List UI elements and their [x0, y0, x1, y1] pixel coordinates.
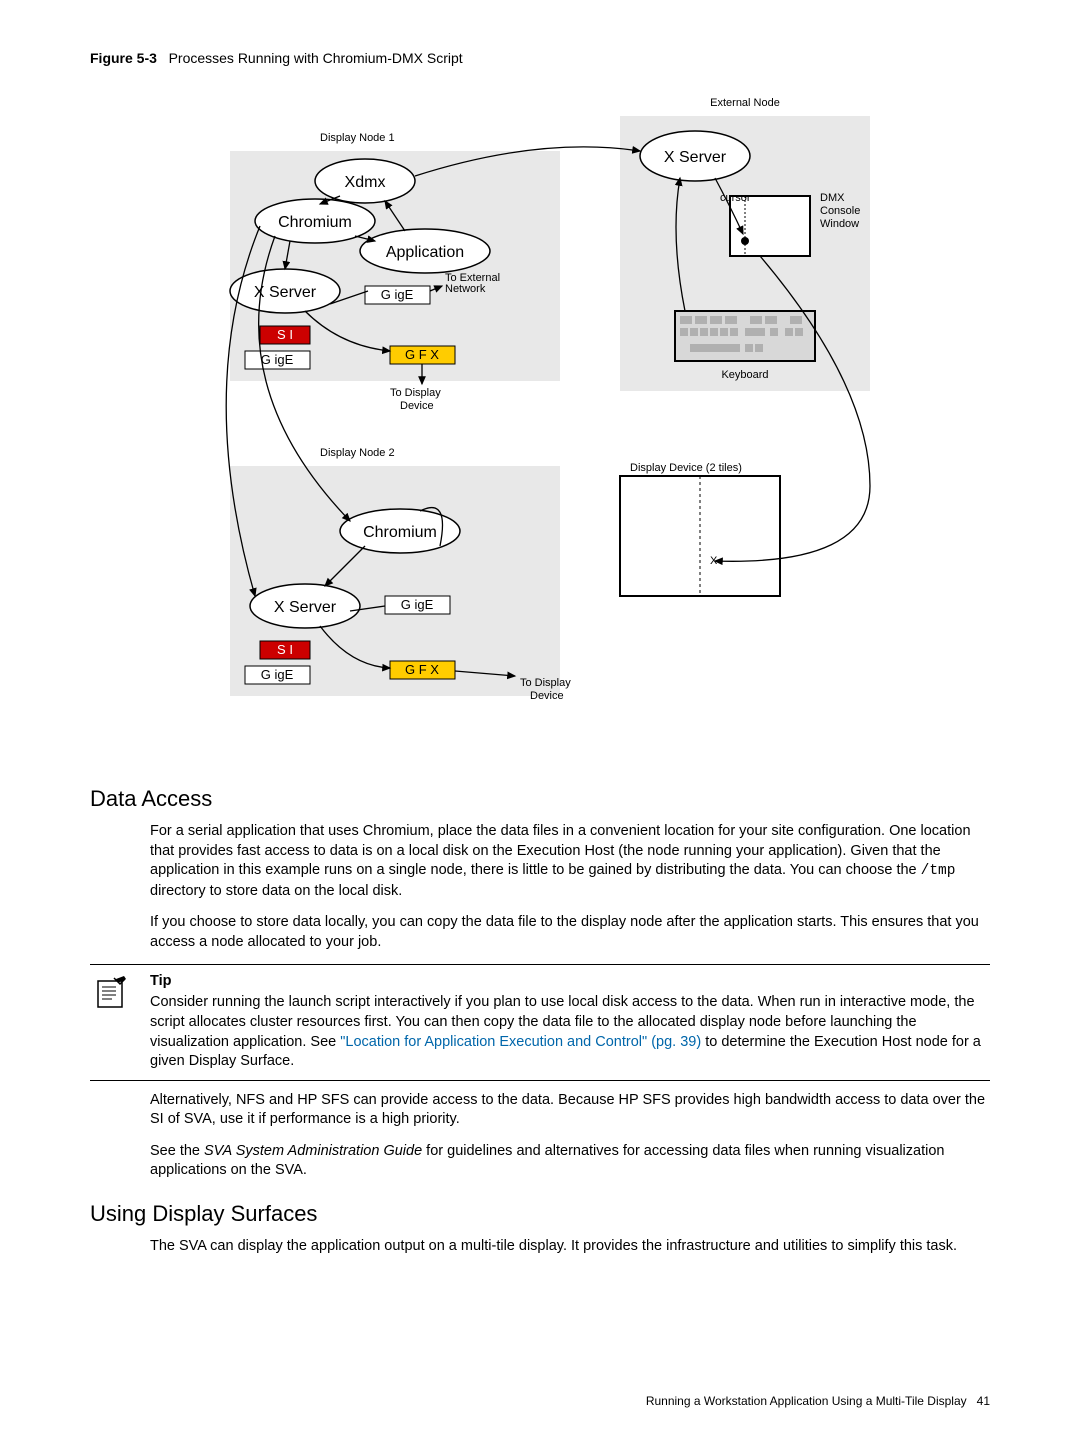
cursor-label: cursor [720, 192, 751, 204]
xserver2-label: X Server [274, 599, 337, 616]
to-display-1a: To Display [390, 387, 441, 399]
to-display-1b: Device [400, 400, 434, 412]
display-node2-label: Display Node 2 [320, 447, 395, 459]
external-node-label: External Node [710, 97, 780, 109]
figure-label: Figure 5-3 [90, 50, 157, 66]
si1-label: S I [277, 327, 293, 342]
footer-page: 41 [977, 1394, 990, 1408]
display-device-label: Display Device (2 tiles) [630, 462, 742, 474]
post-tip-p2: See the SVA System Administration Guide … [150, 1142, 990, 1181]
application-label: Application [386, 244, 464, 261]
data-access-p1: For a serial application that uses Chrom… [150, 822, 990, 901]
gige2a-label: G igE [261, 667, 294, 682]
dmx-label-1: DMX [820, 192, 845, 204]
figure-caption: Figure 5-3 Processes Running with Chromi… [90, 50, 990, 66]
display-node1-label: Display Node 1 [320, 132, 395, 144]
external-xserver-label: X Server [664, 149, 727, 166]
tip-body: Consider running the launch script inter… [150, 993, 990, 1071]
tip-box: Tip Consider running the launch script i… [90, 964, 990, 1080]
gfx1-label: G F X [405, 347, 439, 362]
to-display-2b: Device [530, 690, 564, 702]
figure-caption-text: Processes Running with Chromium-DMX Scri… [169, 50, 463, 66]
using-display-heading: Using Display Surfaces [90, 1201, 990, 1227]
gfx2-label: G F X [405, 662, 439, 677]
gige1a-label: G igE [261, 352, 294, 367]
xdmx-label: Xdmx [345, 174, 386, 191]
diagram-svg: External Node Display Node 1 Display Nod… [190, 86, 890, 756]
page-footer: Running a Workstation Application Using … [646, 1394, 990, 1408]
tmp-code: /tmp [921, 863, 956, 879]
tip-link[interactable]: "Location for Application Execution and … [340, 1034, 701, 1050]
gige1b-label: G igE [381, 287, 414, 302]
keyboard-label: Keyboard [721, 369, 768, 381]
gige2b-label: G igE [401, 597, 434, 612]
post-tip-p1: Alternatively, NFS and HP SFS can provid… [150, 1091, 990, 1130]
dmx-console-window [730, 196, 810, 256]
dmx-label-3: Window [820, 218, 859, 230]
data-access-heading: Data Access [90, 786, 990, 812]
to-ext-net-2: Network [445, 283, 486, 295]
note-icon [90, 973, 130, 1013]
xserver1-label: X Server [254, 284, 317, 301]
chromium2-label: Chromium [363, 524, 437, 541]
using-display-p1: The SVA can display the application outp… [150, 1237, 990, 1257]
footer-text: Running a Workstation Application Using … [646, 1394, 967, 1408]
sva-guide-title: SVA System Administration Guide [204, 1143, 422, 1159]
to-display-2a: To Display [520, 677, 571, 689]
data-access-p2: If you choose to store data locally, you… [150, 913, 990, 952]
diagram: External Node Display Node 1 Display Nod… [190, 86, 890, 756]
chromium1-label: Chromium [278, 214, 352, 231]
si2-label: S I [277, 642, 293, 657]
tip-title: Tip [150, 973, 990, 989]
dmx-label-2: Console [820, 205, 860, 217]
